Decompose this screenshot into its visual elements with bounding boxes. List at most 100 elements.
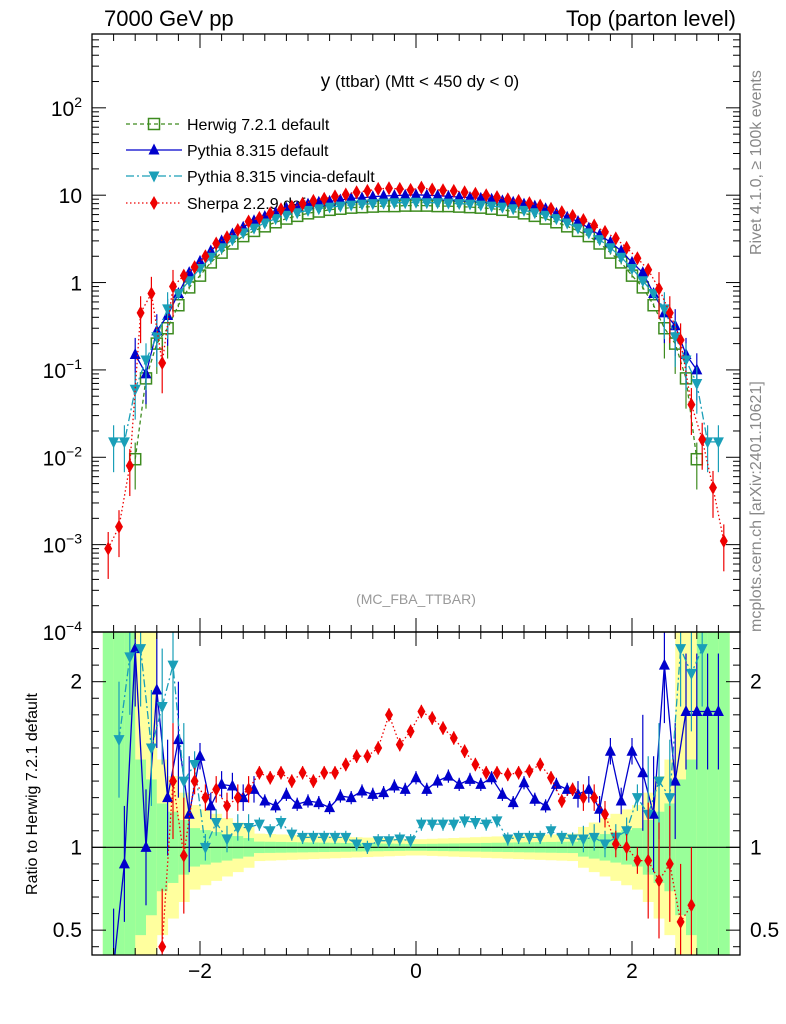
ratio-y-ticks <box>92 648 740 948</box>
ratio-point-pythia <box>658 658 670 670</box>
ratio-point-pythia <box>205 799 217 811</box>
point-vincia <box>648 288 660 300</box>
point-sherpa <box>471 186 480 201</box>
point-vincia <box>669 332 681 344</box>
point-vincia <box>172 288 184 300</box>
ratio-series-pythia <box>112 632 724 955</box>
green-band-bin <box>707 632 719 955</box>
ratio-point-vincia <box>469 817 481 829</box>
ratio-point-vincia <box>329 832 341 844</box>
ratio-point-pythia <box>518 776 530 788</box>
point-vincia <box>583 228 595 240</box>
point-vincia <box>313 204 325 216</box>
ratio-point-pythia <box>162 791 174 803</box>
ratio-y-tick-label-right: 2 <box>750 671 762 694</box>
ratio-point-sherpa <box>266 770 275 785</box>
point-vincia <box>540 210 552 222</box>
point-pythia <box>378 189 390 201</box>
ratio-point-pythia <box>356 784 368 796</box>
point-sherpa <box>439 183 447 198</box>
ratio-point-sherpa <box>417 704 426 719</box>
ratio-point-pythia <box>216 777 228 789</box>
main-y-tick-label: 10 <box>59 185 82 208</box>
point-sherpa <box>363 183 372 198</box>
point-sherpa <box>698 432 707 447</box>
point-sherpa <box>579 213 588 228</box>
ratio-point-pythia <box>464 772 476 784</box>
point-pythia <box>453 190 465 202</box>
ratio-point-vincia <box>567 834 579 846</box>
point-sherpa <box>266 206 275 221</box>
ratio-point-vincia <box>437 819 449 831</box>
point-vincia <box>302 205 314 217</box>
ratio-point-pythia <box>151 683 163 695</box>
legend-entry-vincia: Pythia 8.315 vincia-default <box>126 169 375 186</box>
ratio-point-vincia <box>167 660 179 672</box>
ratio-point-vincia <box>383 836 395 848</box>
point-sherpa <box>590 218 599 233</box>
ratio-point-pythia <box>270 799 282 811</box>
point-sherpa <box>687 397 696 412</box>
ratio-point-pythia <box>540 799 552 811</box>
ratio-point-vincia <box>426 819 438 831</box>
main-series-pythia <box>129 188 703 405</box>
ratio-point-pythia <box>172 733 184 745</box>
point-sherpa <box>568 208 577 223</box>
point-sherpa <box>557 205 566 220</box>
point-pythia <box>421 188 433 200</box>
point-vincia <box>604 243 616 255</box>
ratio-point-pythia <box>129 642 141 654</box>
ratio-point-sherpa <box>503 767 512 782</box>
point-vincia <box>453 199 465 211</box>
point-sherpa <box>460 185 469 200</box>
ratio-y-tick-label-right: 1 <box>750 836 762 859</box>
ratio-point-pythia <box>367 787 379 799</box>
ratio-y-axis-label: Ratio to Herwig 7.2.1 default <box>24 693 41 895</box>
analysis-watermark: (MC_FBA_TTBAR) <box>356 591 476 607</box>
ratio-point-vincia <box>459 816 471 828</box>
ratio-point-pythia <box>486 771 498 783</box>
ratio-point-pythia <box>604 744 616 756</box>
ratio-point-vincia <box>318 832 330 844</box>
ratio-y-tick-label: 0.5 <box>53 919 82 942</box>
point-vincia <box>183 276 195 288</box>
ratio-point-vincia <box>361 842 373 854</box>
ratio-point-pythia <box>194 749 206 761</box>
ratio-y-tick-label: 2 <box>70 671 82 694</box>
process-label: Top (parton level) <box>566 6 736 31</box>
ratio-point-pythia <box>475 777 487 789</box>
point-pythia <box>572 214 584 226</box>
point-sherpa <box>169 279 177 294</box>
x-axis-ticks <box>91 34 741 955</box>
point-sherpa <box>719 534 728 549</box>
ratio-point-sherpa <box>277 765 285 780</box>
point-vincia <box>626 263 638 275</box>
main-y-tick-label: 102 <box>51 94 82 121</box>
ratio-point-vincia <box>685 668 697 680</box>
ratio-point-pythia <box>302 794 314 806</box>
ratio-point-sherpa <box>449 731 458 746</box>
point-sherpa <box>287 199 296 214</box>
point-vincia <box>712 437 724 449</box>
ratio-point-vincia <box>394 834 406 846</box>
ratio-y-tick-label: 1 <box>70 836 82 859</box>
ratio-point-pythia <box>226 779 238 791</box>
legend-marker-pythia <box>148 143 160 155</box>
ratio-point-vincia <box>513 832 525 844</box>
ratio-point-pythia <box>421 782 433 794</box>
point-sherpa <box>385 181 393 196</box>
point-sherpa <box>395 181 404 196</box>
ratio-point-pythia <box>291 797 303 809</box>
ratio-point-vincia <box>297 832 309 844</box>
point-vincia <box>529 208 541 220</box>
point-sherpa <box>158 355 167 370</box>
ratio-point-sherpa <box>179 848 188 863</box>
point-sherpa <box>676 332 685 347</box>
ratio-point-pythia <box>183 807 195 819</box>
ratio-point-pythia <box>583 782 595 794</box>
ratio-point-vincia <box>664 793 676 805</box>
ratio-point-vincia <box>243 822 255 834</box>
legend-marker-sherpa <box>150 196 158 210</box>
ratio-point-vincia <box>351 839 363 851</box>
ratio-point-sherpa <box>223 798 231 813</box>
